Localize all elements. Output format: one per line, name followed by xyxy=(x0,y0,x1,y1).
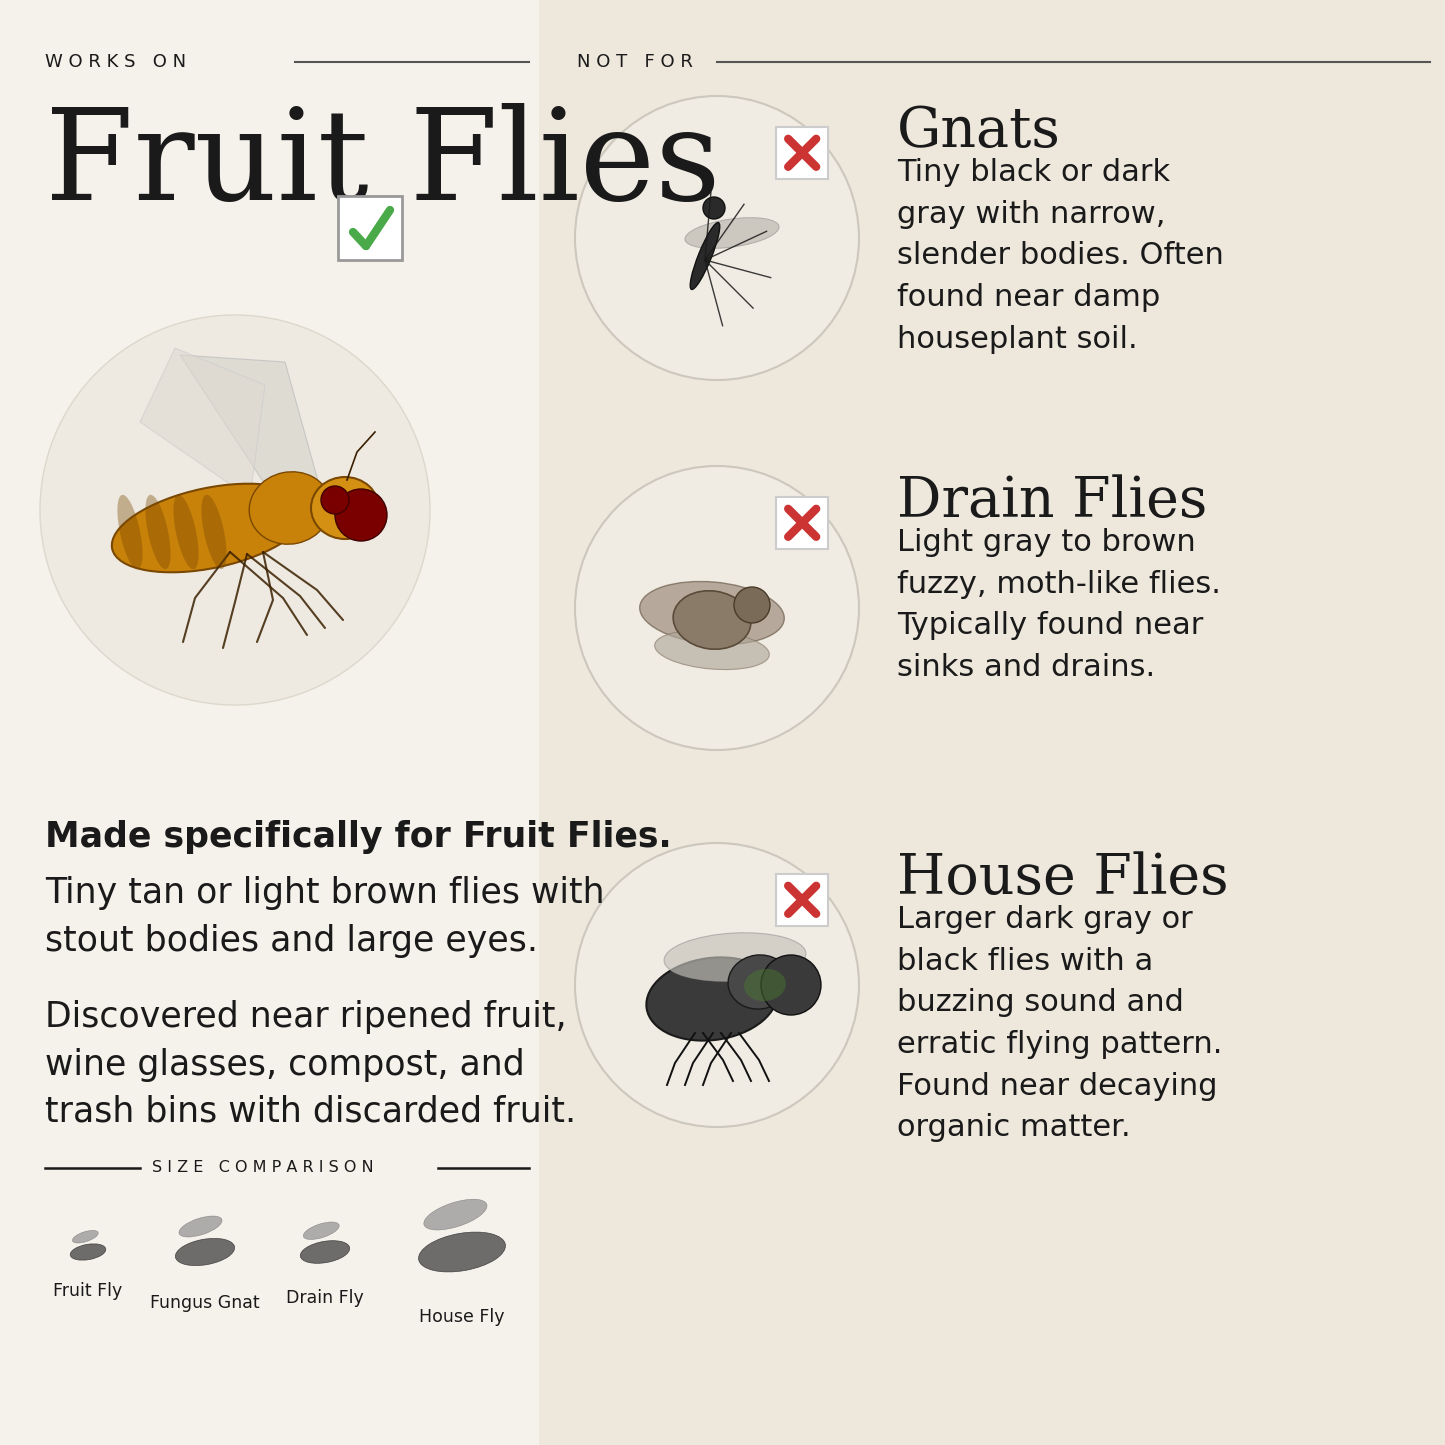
Ellipse shape xyxy=(303,1222,340,1240)
Ellipse shape xyxy=(175,1238,234,1266)
Ellipse shape xyxy=(646,958,777,1040)
Ellipse shape xyxy=(111,484,308,572)
Ellipse shape xyxy=(173,494,198,569)
Ellipse shape xyxy=(665,932,806,981)
Ellipse shape xyxy=(146,494,171,569)
Ellipse shape xyxy=(673,591,751,649)
Text: Larger dark gray or
black flies with a
buzzing sound and
erratic flying pattern.: Larger dark gray or black flies with a b… xyxy=(897,905,1222,1142)
Ellipse shape xyxy=(249,471,331,545)
Ellipse shape xyxy=(728,955,790,1009)
Text: S I Z E   C O M P A R I S O N: S I Z E C O M P A R I S O N xyxy=(152,1160,374,1175)
FancyBboxPatch shape xyxy=(776,127,828,179)
Ellipse shape xyxy=(744,970,786,1001)
Circle shape xyxy=(575,95,858,380)
Circle shape xyxy=(762,955,821,1014)
Text: Discovered near ripened fruit,
wine glasses, compost, and
trash bins with discar: Discovered near ripened fruit, wine glas… xyxy=(45,1000,577,1129)
Ellipse shape xyxy=(655,630,769,669)
Text: House Flies: House Flies xyxy=(897,851,1228,906)
Text: Drain Fly: Drain Fly xyxy=(286,1289,364,1306)
Ellipse shape xyxy=(311,477,379,539)
Circle shape xyxy=(321,486,350,514)
Ellipse shape xyxy=(419,1233,506,1272)
Ellipse shape xyxy=(201,494,227,569)
Polygon shape xyxy=(181,355,319,491)
Ellipse shape xyxy=(301,1241,350,1263)
FancyBboxPatch shape xyxy=(776,874,828,926)
Bar xyxy=(0,0,539,1445)
Text: Fruit Fly: Fruit Fly xyxy=(53,1282,123,1300)
Bar xyxy=(539,0,1445,1445)
Text: House Fly: House Fly xyxy=(419,1308,504,1327)
Text: Tiny black or dark
gray with narrow,
slender bodies. Often
found near damp
house: Tiny black or dark gray with narrow, sle… xyxy=(897,158,1224,354)
Text: Fungus Gnat: Fungus Gnat xyxy=(150,1295,260,1312)
Ellipse shape xyxy=(72,1230,98,1243)
Circle shape xyxy=(575,465,858,750)
Ellipse shape xyxy=(423,1199,487,1230)
Ellipse shape xyxy=(117,494,143,569)
Ellipse shape xyxy=(179,1217,223,1237)
Text: Gnats: Gnats xyxy=(897,104,1061,159)
Text: Tiny tan or light brown flies with
stout bodies and large eyes.: Tiny tan or light brown flies with stout… xyxy=(45,876,604,958)
Text: W O R K S   O N: W O R K S O N xyxy=(45,53,186,71)
Text: Fruit Flies: Fruit Flies xyxy=(45,103,721,227)
Ellipse shape xyxy=(640,581,785,644)
Text: N O T   F O R: N O T F O R xyxy=(577,53,692,71)
Circle shape xyxy=(734,587,770,623)
Circle shape xyxy=(40,315,431,705)
Polygon shape xyxy=(140,348,264,499)
Circle shape xyxy=(335,488,387,540)
Text: Light gray to brown
fuzzy, moth-like flies.
Typically found near
sinks and drain: Light gray to brown fuzzy, moth-like fli… xyxy=(897,527,1221,682)
Text: Drain Flies: Drain Flies xyxy=(897,474,1208,529)
FancyBboxPatch shape xyxy=(776,497,828,549)
Ellipse shape xyxy=(685,218,779,249)
Ellipse shape xyxy=(71,1244,105,1260)
Text: Made specifically for Fruit Flies.: Made specifically for Fruit Flies. xyxy=(45,819,672,854)
Ellipse shape xyxy=(691,223,720,289)
Circle shape xyxy=(575,842,858,1127)
FancyBboxPatch shape xyxy=(338,197,402,260)
Circle shape xyxy=(702,197,725,220)
